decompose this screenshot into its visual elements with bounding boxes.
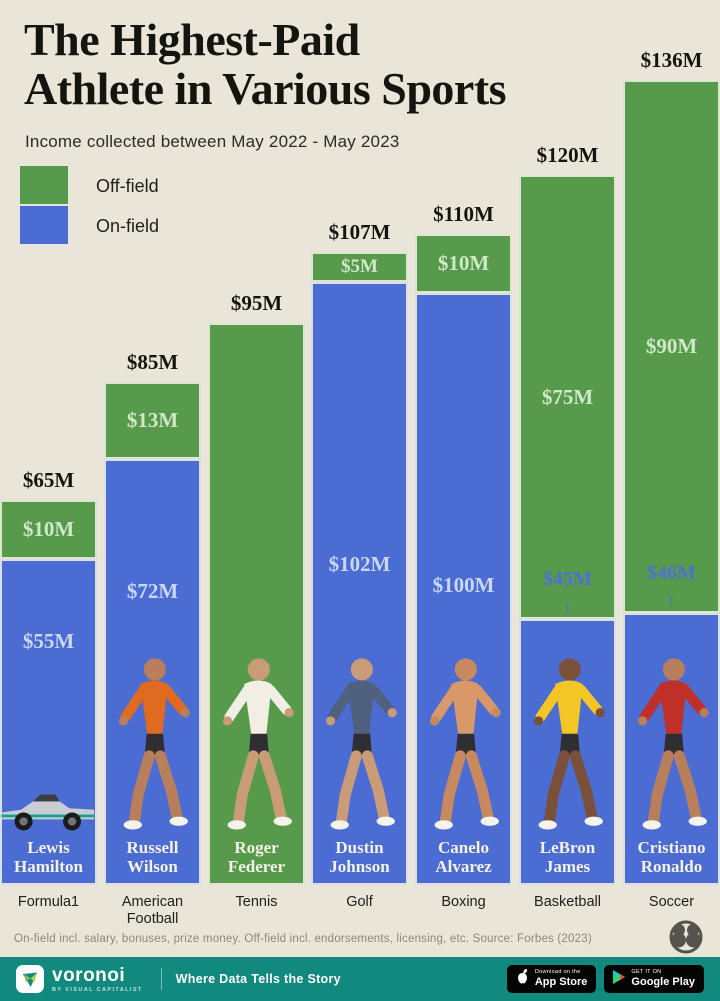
on-field-segment: $72M bbox=[104, 459, 201, 885]
brand-block: voronoi BY VISUAL CAPITALIST bbox=[52, 966, 143, 993]
off-field-legend-label: Off-field bbox=[96, 175, 159, 196]
app-store-badge-text: Download on the App Store bbox=[534, 968, 588, 989]
off-field-segment: $75M bbox=[519, 175, 616, 619]
total-value-label: $110M bbox=[433, 202, 494, 226]
total-value-label: $107M bbox=[328, 220, 391, 244]
athlete-name: Canelo Alvarez bbox=[435, 837, 492, 876]
footer: voronoi BY VISUAL CAPITALIST Where Data … bbox=[0, 957, 720, 1001]
footnote: On-field incl. salary, bonuses, prize mo… bbox=[14, 933, 592, 945]
legend: Off-field On-field bbox=[20, 166, 159, 246]
on-field-value-label: $46M bbox=[647, 562, 696, 584]
off-field-value-label: $5M bbox=[341, 256, 378, 277]
chart-column-boxing: $110M $10M $100M Canelo Alvarez Boxing bbox=[415, 202, 512, 910]
off-field-segment: $10M bbox=[0, 500, 97, 559]
voronoi-logo-icon bbox=[16, 965, 44, 993]
up-arrow-icon: ↑ bbox=[563, 597, 572, 617]
off-field-value-label: $10M bbox=[22, 517, 75, 541]
total-value-label: $120M bbox=[536, 143, 599, 167]
on-field-value-label: $102M bbox=[328, 552, 391, 576]
on-field-segment: $102M bbox=[311, 282, 408, 885]
google-play-badge-text: GET IT ON Google Play bbox=[631, 968, 695, 989]
total-value-label: $65M bbox=[22, 468, 75, 492]
apple-icon bbox=[516, 969, 529, 989]
chart-column-american-football: $85M $13M $72M Russell Wilson American Foot… bbox=[104, 350, 201, 927]
off-field-value-label: $10M bbox=[437, 251, 490, 275]
total-value-label: $95M bbox=[230, 291, 283, 315]
off-field-segment: $10M bbox=[415, 234, 512, 293]
footer-divider bbox=[160, 968, 162, 990]
on-field-segment: $100M bbox=[415, 293, 512, 885]
up-arrow-icon: ↑ bbox=[667, 591, 676, 611]
off-field-value-label: $13M bbox=[126, 408, 179, 432]
app-store-badge[interactable]: Download on the App Store bbox=[506, 965, 597, 993]
athlete-name: LeBron James bbox=[539, 837, 596, 876]
sport-label: American Football bbox=[121, 894, 184, 927]
athlete-name: Cristiano Ronaldo bbox=[637, 837, 706, 876]
on-field-value-label: $45M bbox=[543, 568, 592, 590]
app-store-badge-line2: App Store bbox=[534, 976, 588, 989]
on-field-value-label: $72M bbox=[126, 579, 179, 603]
athlete-name: Dustin Johnson bbox=[329, 837, 390, 876]
page-title-line2: Athlete in Various Sports bbox=[24, 62, 507, 114]
sport-label: Formula1 bbox=[17, 894, 80, 910]
google-play-badge-line1: GET IT ON bbox=[631, 968, 662, 975]
stacked-bar: $13M $72M bbox=[104, 382, 201, 885]
off-field-value-label: $75M bbox=[541, 384, 594, 409]
off-field-segment: $13M bbox=[104, 382, 201, 459]
on-field-swatch bbox=[20, 206, 68, 244]
google-play-badge[interactable]: GET IT ON Google Play bbox=[604, 965, 704, 993]
app-store-badge-line1: Download on the bbox=[534, 968, 581, 975]
athlete-name: Lewis Hamilton bbox=[14, 837, 83, 876]
chart-column-formula1: $65M $10M $55M Lewis Hamilton Formula1 bbox=[0, 468, 97, 910]
chart-column-tennis: $95M Roger Federer Tennis bbox=[208, 291, 305, 910]
sport-label: Tennis bbox=[235, 894, 278, 910]
legend-row-off-field: Off-field bbox=[20, 166, 159, 206]
off-field-segment bbox=[208, 323, 305, 885]
athlete-name: Roger Federer bbox=[227, 837, 286, 876]
on-field-value-label: $55M bbox=[22, 629, 75, 653]
legend-row-on-field: On-field bbox=[20, 206, 159, 246]
off-field-segment: $90M bbox=[623, 80, 720, 613]
google-play-icon bbox=[613, 969, 626, 989]
page-subtitle: Income collected between May 2022 - May … bbox=[25, 132, 400, 151]
chart-column-basketball: $120M $75M $45M ↑ LeBron James Basketball bbox=[519, 143, 616, 910]
off-field-swatch bbox=[20, 166, 68, 204]
visual-capitalist-logo-icon bbox=[664, 918, 708, 961]
brand-subtitle: BY VISUAL CAPITALIST bbox=[52, 986, 143, 993]
off-field-value-label: $90M bbox=[645, 334, 698, 358]
page-title: The Highest-Paid Athlete in Various Spor… bbox=[24, 14, 507, 114]
on-field-value-label: $100M bbox=[432, 573, 495, 597]
total-value-label: $85M bbox=[126, 350, 179, 374]
footer-tagline: Where Data Tells the Story bbox=[175, 972, 341, 986]
on-field-segment: $55M bbox=[0, 559, 97, 885]
stacked-bar: $5M $102M bbox=[311, 252, 408, 885]
sport-label: Soccer bbox=[648, 894, 695, 910]
off-field-segment: $5M bbox=[311, 252, 408, 282]
google-play-badge-line2: Google Play bbox=[631, 976, 695, 989]
total-value-label: $136M bbox=[640, 48, 703, 72]
page-title-line1: The Highest-Paid bbox=[24, 14, 360, 65]
stacked-bar: $75M bbox=[519, 175, 616, 885]
chart-column-golf: $107M $5M $102M Dustin Johnson Golf bbox=[311, 220, 408, 910]
on-field-legend-label: On-field bbox=[96, 215, 160, 236]
stacked-bar: $90M bbox=[623, 80, 720, 885]
sport-label: Golf bbox=[346, 894, 373, 910]
stacked-bar: $10M $100M bbox=[415, 234, 512, 885]
brand-name: voronoi bbox=[52, 964, 126, 986]
sport-label: Boxing bbox=[441, 894, 486, 910]
sport-label: Basketball bbox=[534, 894, 601, 910]
stacked-bar bbox=[208, 323, 305, 885]
stacked-bar: $10M $55M bbox=[0, 500, 97, 885]
chart-column-soccer: $136M $90M $46M ↑ Cristiano Ronaldo Soccer bbox=[623, 48, 720, 910]
athlete-name: Russell Wilson bbox=[126, 837, 179, 876]
